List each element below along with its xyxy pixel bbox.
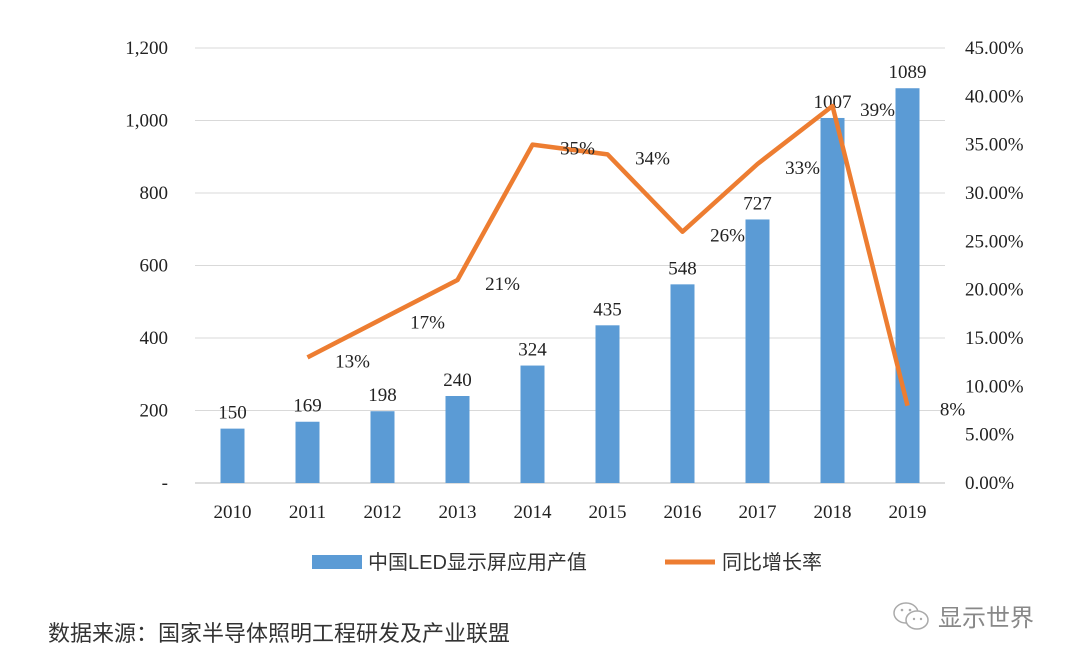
bar-value-label: 324 [518,340,547,361]
line-value-label: 17% [410,313,445,334]
bar-value-label: 1007 [814,92,852,113]
source-note: 数据来源：国家半导体照明工程研发及产业联盟 [48,621,511,646]
x-axis-tick: 2019 [889,502,927,523]
right-axis-tick: 20.00% [965,280,1024,301]
right-axis-tick: 30.00% [965,183,1024,204]
bar [745,219,770,483]
right-axis-tick: 35.00% [965,135,1024,156]
bar [595,325,620,483]
left-axis-tick: 200 [140,401,169,422]
left-axis-tick: - [162,473,168,494]
line-value-label: 8% [940,400,966,421]
bar [895,88,920,484]
x-axis-tick: 2017 [739,502,777,523]
left-axis-tick: 1,200 [125,38,168,59]
left-axis-tick: 400 [140,328,169,349]
watermark-logo: 显示世界 [892,598,1034,633]
line-value-label: 34% [635,148,670,169]
bar [670,284,695,483]
left-axis-tick: 1,000 [125,111,168,132]
right-axis-tick: 10.00% [965,376,1024,397]
left-axis-tick: 800 [140,183,169,204]
x-axis-tick: 2015 [589,502,627,523]
line-value-label: 33% [785,158,820,179]
wechat-icon [893,601,929,630]
right-axis-tick: 5.00% [965,425,1014,446]
bar-value-label: 727 [743,193,772,214]
line-value-label: 13% [335,351,370,372]
x-axis-tick: 2013 [439,502,477,523]
legend-swatch-bar [312,555,362,569]
line-value-label: 21% [485,274,520,295]
bar [820,117,845,484]
x-axis-tick: 2011 [289,502,326,523]
bar-value-label: 169 [293,396,322,417]
x-axis-tick: 2012 [364,502,402,523]
right-axis-tick: 25.00% [965,231,1024,252]
bar [445,396,470,483]
right-axis-tick: 15.00% [965,328,1024,349]
chart: - 200 400 600 800 1,000 1,200 0.00% 5.00% 10.00% 1… [125,38,1024,574]
bar-value-label: 1089 [889,62,927,83]
line-value-label: 39% [860,100,895,121]
bar [220,428,245,483]
line-value-label: 26% [710,226,745,247]
right-axis-tick: 40.00% [965,86,1024,107]
bar-value-label: 435 [593,299,622,320]
bar-value-label: 198 [368,385,397,406]
line-value-label: 35% [560,139,595,160]
x-axis-tick: 2010 [214,502,252,523]
left-axis-tick: 600 [140,256,169,277]
logo-text: 显示世界 [938,605,1034,632]
right-axis-tick: 0.00% [965,473,1014,494]
bar-value-label: 548 [668,258,697,279]
right-axis-tick: 45.00% [965,38,1024,59]
bar [295,421,320,483]
x-axis-tick: 2016 [664,502,702,523]
bar-value-label: 150 [218,403,247,424]
bar-value-label: 240 [443,370,472,391]
bar [370,411,395,483]
bar [520,365,545,483]
x-axis-tick: 2014 [514,502,553,523]
legend-label-line: 同比增长率 [722,551,822,574]
legend-label-bar: 中国LED显示屏应用产值 [368,551,587,574]
x-axis-tick: 2018 [814,502,852,523]
